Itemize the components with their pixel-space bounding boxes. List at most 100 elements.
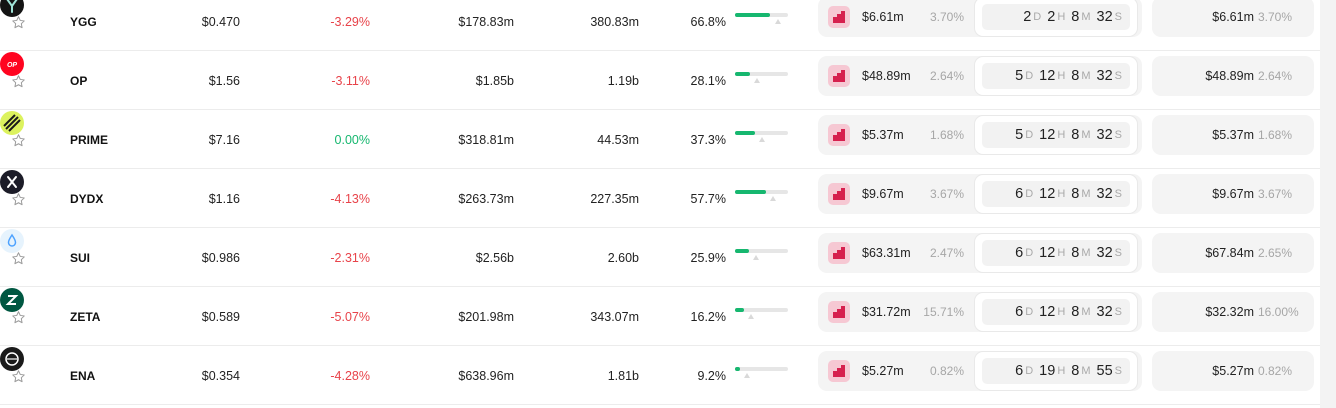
days-unit: D bbox=[1025, 129, 1034, 141]
token-symbol[interactable]: ENA bbox=[70, 369, 96, 383]
countdown-days: 5 bbox=[1015, 68, 1024, 84]
minutes-unit: M bbox=[1081, 247, 1091, 259]
trading-volume: 1.81b bbox=[607, 369, 639, 383]
funding-percent: 3.67% bbox=[929, 187, 964, 201]
favorite-star-icon[interactable] bbox=[9, 111, 27, 169]
hours-unit: H bbox=[1057, 129, 1066, 141]
token-symbol[interactable]: DYDX bbox=[70, 192, 104, 206]
price-change-24h: -4.28% bbox=[330, 369, 370, 383]
ratio-progress-bar bbox=[735, 308, 788, 319]
countdown-seconds: 32 bbox=[1096, 186, 1113, 202]
market-cap: $178.83m bbox=[458, 15, 514, 29]
hours-unit: H bbox=[1057, 188, 1066, 200]
minutes-unit: M bbox=[1081, 70, 1091, 82]
table-row[interactable]: DYDX $1.16 -4.13% $263.73m 227.35m 57.7%… bbox=[0, 170, 1320, 228]
market-cap: $318.81m bbox=[458, 133, 514, 147]
table-row[interactable]: ZETA $0.589 -5.07% $201.98m 343.07m 16.2… bbox=[0, 288, 1320, 346]
progress-fill bbox=[735, 131, 755, 135]
token-symbol[interactable]: ZETA bbox=[70, 310, 101, 324]
token-symbol[interactable]: YGG bbox=[70, 15, 97, 29]
countdown-minutes: 8 bbox=[1071, 245, 1080, 261]
summary-card[interactable]: $9.67m 3.67% bbox=[1152, 174, 1314, 214]
summary-amount: $32.32m bbox=[1205, 305, 1254, 319]
favorite-star-icon[interactable] bbox=[9, 0, 27, 51]
table-row[interactable]: SUI $0.986 -2.31% $2.56b 2.60b 25.9% $63… bbox=[0, 229, 1320, 287]
token-price: $0.589 bbox=[201, 310, 240, 324]
summary-percent: 2.64% bbox=[1258, 69, 1293, 83]
progress-fill bbox=[735, 249, 749, 253]
seconds-unit: S bbox=[1114, 247, 1122, 259]
funding-amount: $48.89m bbox=[862, 69, 911, 83]
summary-percent: 1.68% bbox=[1258, 128, 1293, 142]
token-price: $0.470 bbox=[201, 15, 240, 29]
countdown-seconds: 32 bbox=[1096, 9, 1113, 25]
countdown-minutes: 8 bbox=[1071, 127, 1080, 143]
price-change-24h: -3.11% bbox=[331, 74, 370, 88]
table-row[interactable]: ENA $0.354 -4.28% $638.96m 1.81b 9.2% $5… bbox=[0, 347, 1320, 405]
indicator-triangle-icon bbox=[753, 255, 759, 260]
countdown-seconds: 32 bbox=[1096, 68, 1113, 84]
exchange-logo-icon bbox=[828, 360, 850, 382]
summary-amount: $5.37m bbox=[1212, 128, 1254, 142]
price-change-24h: -3.29% bbox=[330, 15, 370, 29]
summary-card[interactable]: $67.84m 2.65% bbox=[1152, 233, 1314, 273]
seconds-unit: S bbox=[1114, 129, 1122, 141]
exchange-logo-icon bbox=[828, 65, 850, 87]
favorite-star-icon[interactable] bbox=[9, 347, 27, 405]
summary-card[interactable]: $32.32m 16.00% bbox=[1152, 292, 1314, 332]
price-change-24h: -2.31% bbox=[330, 251, 370, 265]
indicator-triangle-icon bbox=[759, 137, 765, 142]
summary-percent: 3.67% bbox=[1258, 187, 1293, 201]
token-symbol[interactable]: OP bbox=[70, 74, 88, 88]
token-price: $1.16 bbox=[208, 192, 240, 206]
ratio-progress-bar bbox=[735, 367, 788, 378]
table-row[interactable]: OP OP $1.56 -3.11% $1.85b 1.19b 28.1% $4… bbox=[0, 52, 1320, 110]
summary-card[interactable]: $6.61m 3.70% bbox=[1152, 0, 1314, 37]
ratio-percent: 9.2% bbox=[697, 369, 727, 383]
countdown-days: 6 bbox=[1015, 304, 1024, 320]
summary-card[interactable]: $5.37m 1.68% bbox=[1152, 115, 1314, 155]
sui-logo-icon bbox=[0, 229, 24, 253]
funding-amount: $5.37m bbox=[862, 128, 904, 142]
countdown-hours: 2 bbox=[1047, 9, 1056, 25]
countdown-days: 6 bbox=[1015, 363, 1024, 379]
countdown-seconds: 55 bbox=[1096, 363, 1113, 379]
summary-amount: $48.89m bbox=[1205, 69, 1254, 83]
hours-unit: H bbox=[1057, 306, 1066, 318]
ratio-progress-bar bbox=[735, 131, 788, 142]
summary-amount: $6.61m bbox=[1212, 10, 1254, 24]
summary-card[interactable]: $48.89m 2.64% bbox=[1152, 56, 1314, 96]
table-row[interactable]: YGG $0.470 -3.29% $178.83m 380.83m 66.8%… bbox=[0, 0, 1320, 51]
favorite-star-icon[interactable] bbox=[9, 52, 27, 110]
favorite-star-icon[interactable] bbox=[9, 170, 27, 228]
table-row[interactable]: PRIME $7.16 0.00% $318.81m 44.53m 37.3% … bbox=[0, 111, 1320, 169]
seconds-unit: S bbox=[1114, 188, 1122, 200]
days-unit: D bbox=[1025, 306, 1034, 318]
market-cap: $1.85b bbox=[475, 74, 514, 88]
ratio-progress-bar bbox=[735, 249, 788, 260]
scrollbar-track[interactable] bbox=[1320, 0, 1336, 408]
favorite-star-icon[interactable] bbox=[9, 229, 27, 287]
summary-card[interactable]: $5.27m 0.82% bbox=[1152, 351, 1314, 391]
summary-amount: $67.84m bbox=[1205, 246, 1254, 260]
price-change-24h: 0.00% bbox=[334, 133, 370, 147]
countdown-seconds: 32 bbox=[1096, 245, 1113, 261]
countdown-days: 2 bbox=[1023, 9, 1032, 25]
minutes-unit: M bbox=[1081, 365, 1091, 377]
favorite-star-icon[interactable] bbox=[9, 288, 27, 346]
token-symbol[interactable]: SUI bbox=[70, 251, 91, 265]
token-symbol[interactable]: PRIME bbox=[70, 133, 109, 147]
